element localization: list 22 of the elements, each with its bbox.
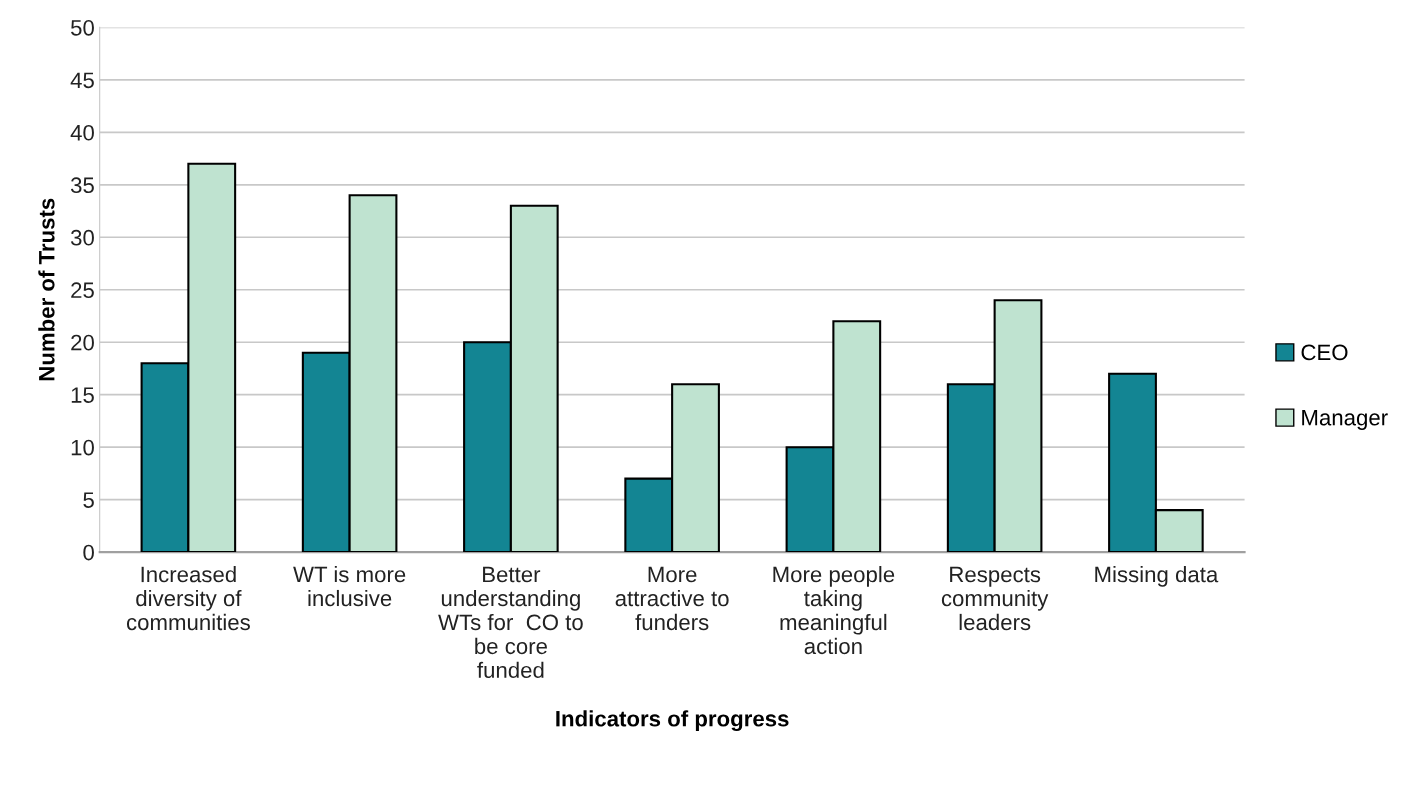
y-tick-label: 0	[83, 544, 94, 561]
legend-label: CEO	[1301, 344, 1348, 361]
y-tick-label: 15	[71, 387, 94, 403]
y-tick-label: 20	[71, 334, 94, 351]
y-tick-label: 40	[70, 124, 94, 141]
y-tick-label: 30	[70, 229, 94, 246]
y-tick-label: 35	[70, 177, 94, 194]
y-tick-label: 25	[71, 282, 94, 299]
x-tick-label: More people taking meaningful action	[773, 566, 895, 655]
legend-label: Manager	[1302, 410, 1388, 430]
y-tick-label: 50	[70, 19, 94, 36]
x-tick-label: Respects community leaders	[941, 566, 1049, 631]
y-tick-label: 5	[83, 492, 94, 508]
x-axis-title: Indicators of progress	[556, 710, 789, 732]
y-axis-title: Number of Trusts	[38, 198, 55, 381]
x-tick-label: Better understanding WTs for CO to be core funded	[438, 566, 583, 679]
y-tick-label: 45	[70, 72, 94, 89]
x-tick-label: WT is more inclusive	[293, 566, 406, 607]
x-tick-label: Missing data	[1095, 566, 1219, 587]
y-tick-label: 10	[71, 439, 94, 456]
x-tick-label: Increased diversity of communities	[126, 566, 250, 631]
x-tick-label: More attractive to funders	[615, 566, 729, 631]
